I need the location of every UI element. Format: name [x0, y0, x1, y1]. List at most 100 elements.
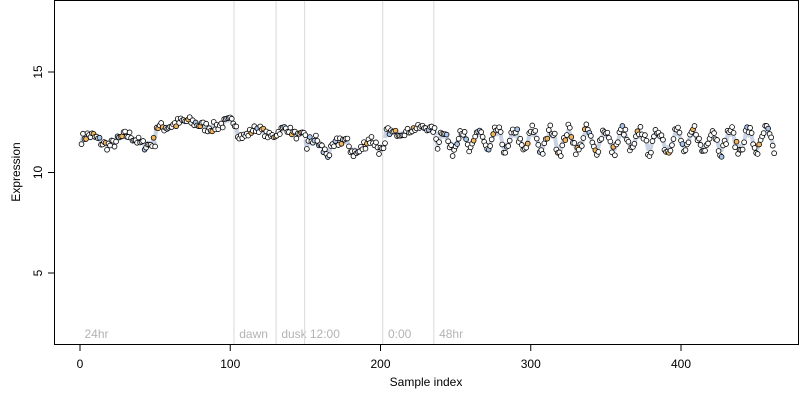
- data-point: [445, 138, 451, 145]
- data-point: [287, 124, 294, 131]
- y-axis: 5 10 15: [31, 65, 55, 276]
- data-point: [331, 143, 337, 150]
- data-point: [126, 129, 133, 136]
- data-point: [539, 151, 546, 157]
- data-point: [730, 130, 737, 136]
- phase-label-0: 24hr: [85, 327, 109, 341]
- data-point: [346, 143, 352, 150]
- data-point: [463, 136, 469, 142]
- data-point: [573, 151, 579, 158]
- data-point: [576, 146, 582, 153]
- data-point: [113, 138, 119, 145]
- data-point: [514, 126, 521, 133]
- data-point: [588, 133, 594, 139]
- data-point: [580, 135, 587, 141]
- data-point: [517, 135, 524, 142]
- data-point: [732, 144, 738, 151]
- data-point: [111, 143, 118, 150]
- data-point: [649, 138, 656, 144]
- data-point: [173, 123, 179, 130]
- data-point: [667, 147, 674, 154]
- data-point: [768, 134, 774, 141]
- data-point: [702, 147, 708, 154]
- plot-frame: [54, 0, 799, 345]
- x-tick-label-400: 400: [671, 357, 691, 371]
- data-point: [382, 140, 388, 146]
- data-point: [488, 136, 495, 143]
- data-point: [487, 143, 493, 149]
- data-point: [765, 125, 771, 132]
- data-point: [619, 123, 626, 129]
- data-point: [532, 127, 539, 134]
- y-tick-label-5: 5: [31, 269, 45, 276]
- data-point: [622, 126, 629, 133]
- data-point: [754, 151, 761, 157]
- data-point: [621, 132, 627, 138]
- data-point: [376, 151, 382, 157]
- x-axis: 0 100 200 300 400: [77, 344, 691, 371]
- data-point: [612, 152, 618, 159]
- data-point: [104, 146, 110, 153]
- data-point: [233, 123, 240, 130]
- data-point: [496, 124, 503, 131]
- data-point: [625, 138, 632, 145]
- data-point: [675, 124, 681, 131]
- data-point: [741, 139, 747, 146]
- y-tick-label-10: 10: [31, 166, 45, 180]
- data-point: [448, 142, 454, 148]
- x-tick-label-300: 300: [521, 357, 541, 371]
- data-point: [535, 142, 542, 148]
- data-point: [604, 129, 611, 136]
- data-point: [607, 138, 614, 145]
- phase-label-4: 0:00: [388, 327, 412, 341]
- data-point: [693, 131, 699, 138]
- data-point: [564, 132, 570, 138]
- data-point: [544, 135, 551, 142]
- data-point: [739, 146, 746, 153]
- data-point: [643, 137, 650, 144]
- x-tick-label-100: 100: [220, 357, 240, 371]
- data-point: [304, 146, 310, 152]
- data-point: [747, 125, 753, 131]
- data-point: [107, 142, 113, 149]
- data-point: [682, 147, 689, 153]
- data-point: [579, 143, 585, 149]
- data-point: [455, 136, 462, 142]
- data-point: [733, 138, 740, 145]
- data-point: [615, 139, 621, 145]
- data-point: [454, 141, 460, 147]
- data-point: [135, 134, 142, 141]
- data-point: [431, 125, 438, 131]
- data-point: [718, 154, 725, 160]
- phase-lines: 24hr dawn dusk 12:00 0:00 48hr: [85, 1, 463, 344]
- data-point: [203, 120, 210, 127]
- data-point: [150, 134, 157, 141]
- data-point: [637, 124, 644, 130]
- data-point: [326, 152, 333, 159]
- data-point: [679, 141, 686, 147]
- data-point: [769, 142, 776, 149]
- data-point: [711, 130, 717, 136]
- data-point: [658, 132, 665, 138]
- data-point: [595, 149, 602, 155]
- data-point: [497, 129, 504, 135]
- data-point: [362, 145, 369, 152]
- data-point: [434, 146, 441, 152]
- x-axis-title: Sample index: [390, 375, 463, 389]
- data-point: [368, 134, 375, 140]
- data-point: [319, 142, 325, 149]
- data-point: [78, 141, 85, 147]
- data-point: [122, 128, 128, 135]
- data-point: [505, 143, 512, 149]
- data-point: [502, 149, 509, 156]
- data-point: [714, 137, 720, 143]
- phase-label-2: dusk: [281, 327, 307, 341]
- data-point: [723, 141, 729, 147]
- phase-label-1: dawn: [239, 327, 268, 341]
- data-point: [479, 134, 486, 140]
- data-point: [277, 131, 283, 137]
- data-point: [771, 150, 777, 157]
- data-point: [660, 136, 666, 143]
- data-point: [140, 138, 146, 144]
